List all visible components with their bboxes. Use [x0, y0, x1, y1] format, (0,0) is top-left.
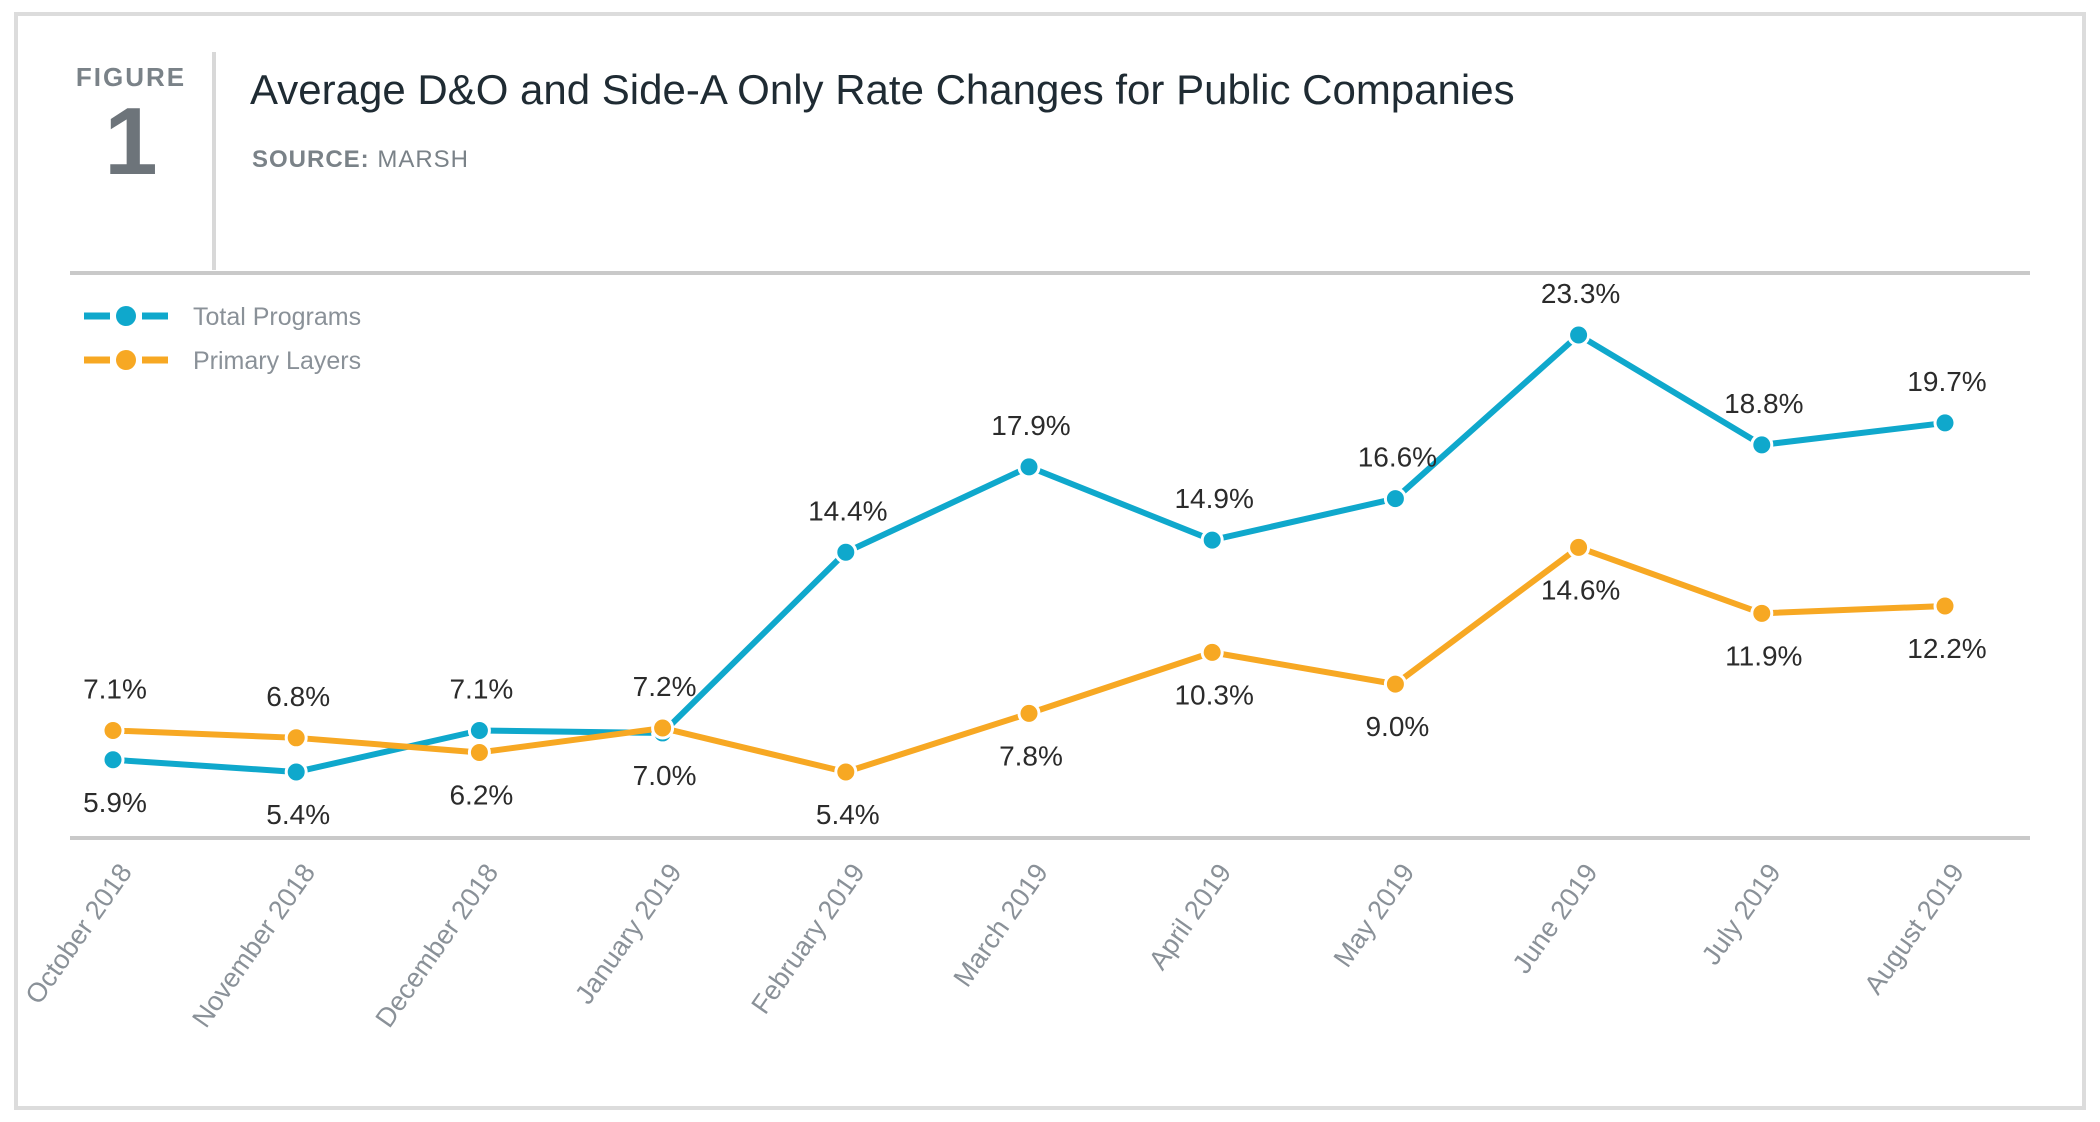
- x-tick-label: January 2019: [569, 858, 687, 1009]
- data-label: 6.8%: [266, 681, 330, 712]
- data-point: [1933, 411, 1957, 435]
- data-point: [467, 740, 491, 764]
- data-label: 5.9%: [83, 787, 147, 818]
- x-tick-label: May 2019: [1328, 858, 1421, 972]
- data-point: [834, 540, 858, 564]
- data-point: [1017, 701, 1041, 725]
- data-label: 12.2%: [1907, 633, 1986, 664]
- x-tick-label: April 2019: [1143, 858, 1237, 975]
- figure-number: 1: [104, 88, 158, 195]
- data-label: 16.6%: [1358, 442, 1437, 473]
- data-point: [1017, 455, 1041, 479]
- x-tick-label: March 2019: [948, 858, 1054, 992]
- data-label: 9.0%: [1365, 711, 1429, 742]
- data-point: [834, 760, 858, 784]
- chart-title: Average D&O and Side-A Only Rate Changes…: [250, 66, 1515, 113]
- data-point: [1933, 594, 1957, 618]
- x-tick-label: July 2019: [1696, 858, 1787, 970]
- data-label: 7.1%: [449, 673, 513, 704]
- figure-card: [14, 12, 2086, 1110]
- data-point: [1383, 487, 1407, 511]
- x-tick-label: November 2018: [186, 858, 321, 1033]
- legend-label: Primary Layers: [193, 347, 361, 375]
- data-label: 5.4%: [266, 799, 330, 830]
- figure-label: FIGURE: [75, 62, 187, 92]
- data-label: 7.8%: [999, 740, 1063, 771]
- source-line: SOURCE: MARSH: [252, 146, 469, 174]
- legend-marker: [116, 306, 136, 326]
- legend-marker: [116, 350, 136, 370]
- data-point: [1567, 323, 1591, 347]
- legend-item-total-programs: Total Programs: [84, 303, 361, 331]
- data-label: 14.9%: [1174, 483, 1253, 514]
- data-label: 14.6%: [1541, 574, 1620, 605]
- data-label: 23.3%: [1541, 278, 1620, 309]
- data-point: [1200, 528, 1224, 552]
- x-tick-label: December 2018: [370, 858, 505, 1033]
- data-label: 19.7%: [1907, 366, 1986, 397]
- data-label: 5.4%: [816, 799, 880, 830]
- data-label: 18.8%: [1724, 388, 1803, 419]
- x-tick-label: August 2019: [1858, 858, 1970, 999]
- data-label: 6.2%: [449, 779, 513, 810]
- data-point: [1750, 601, 1774, 625]
- data-point: [467, 718, 491, 742]
- data-label: 10.3%: [1174, 679, 1253, 710]
- data-point: [284, 760, 308, 784]
- data-point: [101, 748, 125, 772]
- data-label: 17.9%: [991, 410, 1070, 441]
- x-tick-label: June 2019: [1507, 858, 1604, 979]
- figure-divider: [212, 52, 216, 270]
- data-label: 11.9%: [1725, 640, 1802, 671]
- source-label: SOURCE:: [252, 146, 370, 173]
- data-label: 7.1%: [83, 673, 147, 704]
- data-label: 7.0%: [633, 760, 697, 791]
- data-label: 14.4%: [808, 495, 887, 526]
- series-line-primary-layers: [112, 544, 1946, 775]
- source-value: MARSH: [377, 146, 470, 173]
- data-point: [1200, 640, 1224, 664]
- x-tick-label: February 2019: [745, 858, 870, 1019]
- legend-item-primary-layers: Primary Layers: [84, 347, 361, 375]
- data-point: [1383, 672, 1407, 696]
- data-point: [101, 718, 125, 742]
- legend-label: Total Programs: [193, 303, 361, 331]
- data-point: [1750, 433, 1774, 457]
- data-label: 7.2%: [633, 671, 697, 702]
- data-point: [1567, 535, 1591, 559]
- data-point: [284, 726, 308, 750]
- data-point: [651, 716, 675, 740]
- x-tick-label: October 2018: [19, 858, 137, 1009]
